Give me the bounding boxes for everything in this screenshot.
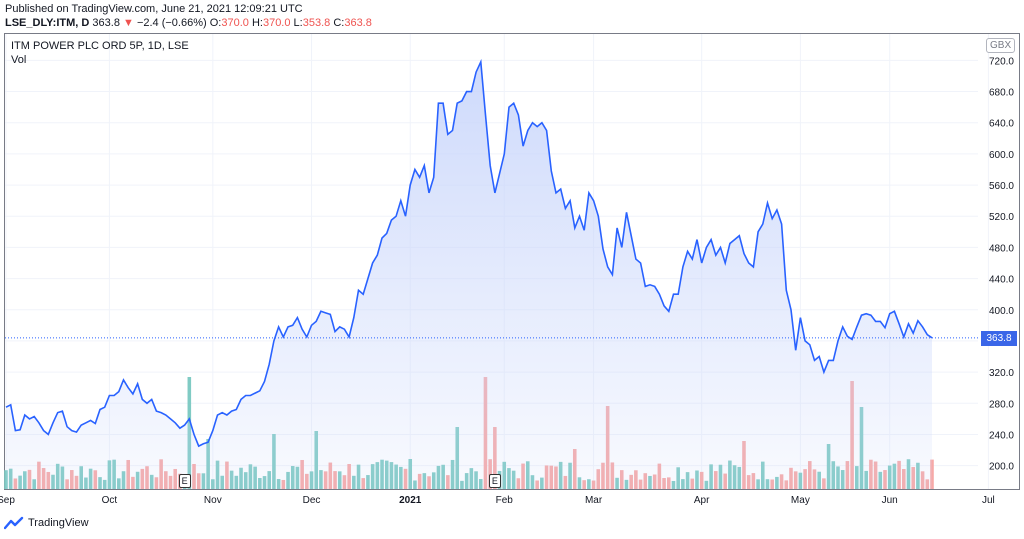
last-price: 363.8 (92, 17, 120, 29)
chart-frame[interactable] (4, 33, 1020, 490)
legend-volume: Vol (11, 54, 27, 66)
price-line (5, 58, 978, 448)
y-tick-label: 200.0 (989, 462, 1014, 473)
x-tick-label: May (791, 495, 810, 506)
high-value: 370.0 (262, 17, 291, 29)
brand-name: TradingView (28, 517, 89, 529)
x-axis: Sep Oct Nov Dec 2021 Feb Mar Apr May Jun Jul (0, 495, 995, 506)
published-caption: Published on TradingView.com, June 21, 2… (5, 3, 303, 15)
close-label: C: (333, 17, 345, 29)
x-tick-label: Jul (982, 495, 995, 506)
x-tick-label: Jun (882, 495, 898, 506)
y-tick-label: 320.0 (989, 368, 1014, 379)
earnings-badge[interactable]: E (488, 474, 501, 488)
earnings-badge[interactable]: E (178, 474, 191, 488)
y-tick-label: 720.0 (989, 56, 1014, 67)
y-tick-label: 480.0 (989, 243, 1014, 254)
y-tick-label: 440.0 (989, 275, 1014, 286)
price-area-fill (6, 61, 932, 490)
x-tick-label: 2021 (399, 495, 422, 506)
y-tick-label: 280.0 (989, 399, 1014, 410)
y-tick-label: 560.0 (989, 181, 1014, 192)
y-tick-label: 400.0 (989, 306, 1014, 317)
open-label: O: (209, 17, 222, 29)
close-price-series (5, 58, 933, 448)
x-tick-label: Oct (102, 495, 118, 506)
y-tick-label: 600.0 (989, 150, 1014, 161)
x-tick-label: Nov (204, 495, 222, 506)
y-tick-label: 680.0 (989, 88, 1014, 99)
quote-line: LSE_DLY:ITM, D 363.8 ▼ −2.4 (−0.66%) O:3… (5, 17, 372, 29)
x-tick-label: Mar (585, 495, 603, 506)
y-tick-label: 240.0 (989, 430, 1014, 441)
down-arrow-icon: ▼ (123, 17, 134, 29)
low-value: 353.8 (302, 17, 331, 29)
change-value: −2.4 (−0.66%) (136, 17, 207, 29)
y-tick-label: 520.0 (989, 212, 1014, 223)
high-label: H: (251, 17, 263, 29)
low-label: L: (293, 17, 303, 29)
last-price-label: 363.8 (981, 330, 1017, 346)
y-tick-label: 640.0 (989, 119, 1014, 130)
open-value: 370.0 (221, 17, 249, 29)
footer-brand[interactable]: TradingView (4, 516, 89, 530)
price-area (6, 61, 932, 490)
y-axis: 200.0240.0280.0320.0360.0400.0440.0480.0… (989, 56, 1014, 472)
symbol-label: LSE_DLY:ITM, D (5, 17, 90, 29)
close-value: 363.8 (344, 17, 372, 29)
x-tick-label: Apr (694, 495, 710, 506)
x-tick-label: Feb (496, 495, 514, 506)
x-tick-label: Dec (303, 495, 321, 506)
currency-badge[interactable]: GBX (986, 38, 1016, 53)
x-tick-label: Sep (0, 495, 15, 506)
legend-title: ITM POWER PLC ORD 5P, 1D, LSE (11, 40, 189, 52)
tradingview-logo-icon (4, 516, 24, 530)
